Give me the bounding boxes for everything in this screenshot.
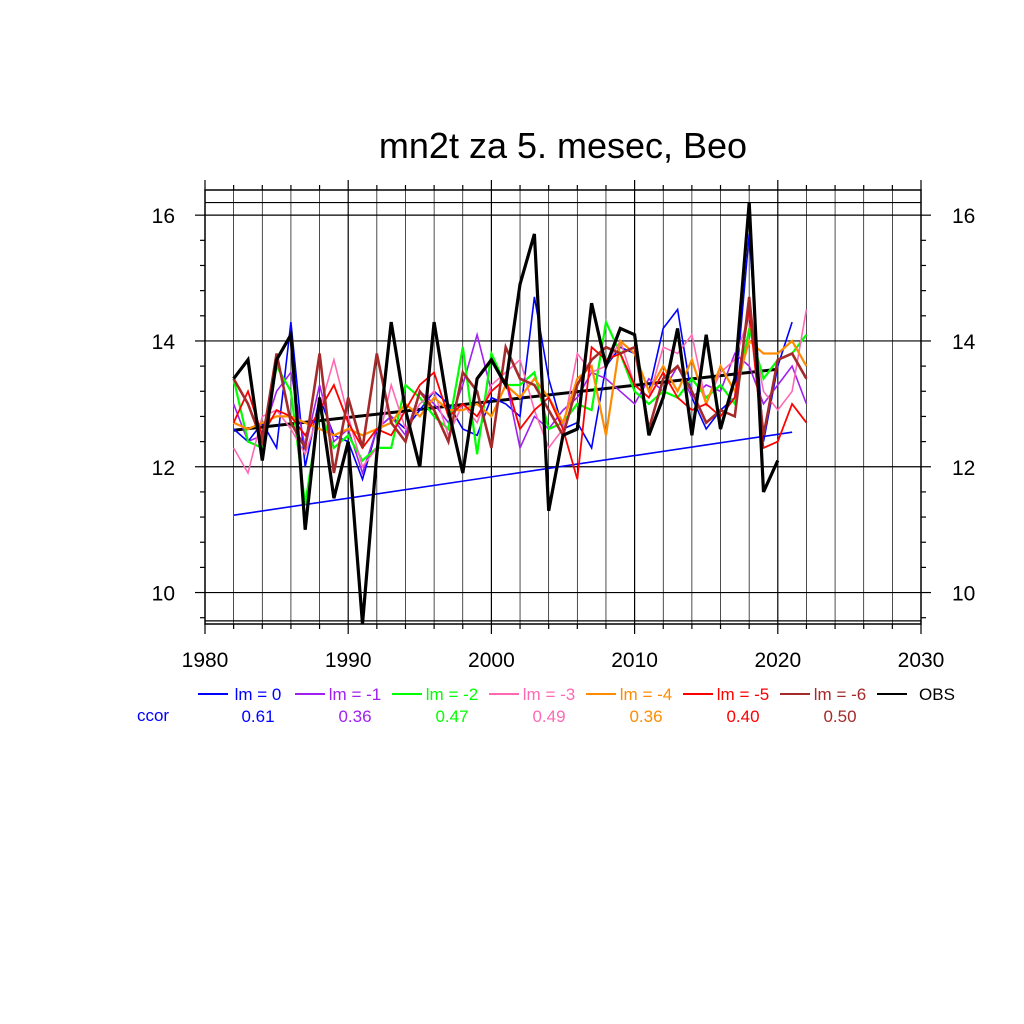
- trend-line-lm0-trend: [233, 431, 793, 516]
- y-tick-label-left: 12: [152, 457, 175, 480]
- legend-ccor: 0.36: [629, 707, 662, 726]
- series: [232, 202, 808, 625]
- series-line-6: [232, 296, 808, 474]
- legend-ccor: 0.61: [241, 707, 274, 726]
- series-line-7: [232, 202, 780, 625]
- legend-ccor: 0.49: [532, 707, 565, 726]
- legend-label: lm = -2: [426, 685, 478, 704]
- plot-frame: [204, 189, 922, 625]
- chart-title: mn2t za 5. mesec, Beo: [379, 125, 747, 166]
- legend: ccor lm = 0 0.61 lm = -1 0.36 lm = -2 0.47 lm …: [137, 685, 955, 726]
- legend-ccor: 0.50: [823, 707, 856, 726]
- grid: [205, 190, 921, 624]
- axis-ticks: 1980 1990 2000 2010 2020 2030 10 10 12 12 14 14 16 16: [152, 180, 976, 672]
- legend-ccor: 0.36: [338, 707, 371, 726]
- legend-label: lm = -4: [620, 685, 672, 704]
- x-tick-label: 1980: [182, 649, 229, 672]
- y-tick-label-left: 16: [152, 205, 175, 228]
- y-tick-label-left: 10: [152, 583, 175, 606]
- y-tick-label-right: 14: [952, 331, 976, 354]
- x-tick-label: 2000: [468, 649, 515, 672]
- series-line-5: [232, 309, 808, 480]
- x-tick-label: 2020: [754, 649, 801, 672]
- ccor-label: ccor: [137, 706, 169, 725]
- y-tick-label-right: 12: [952, 457, 975, 480]
- legend-label: OBS: [919, 685, 955, 704]
- y-tick-label-right: 10: [952, 583, 975, 606]
- legend-ccor: 0.40: [726, 707, 759, 726]
- legend-label: lm = -1: [329, 685, 381, 704]
- x-tick-label: 1990: [325, 649, 372, 672]
- legend-label: lm = -3: [523, 685, 575, 704]
- legend-ccor: 0.47: [435, 707, 468, 726]
- x-tick-label: 2030: [898, 649, 945, 672]
- legend-label: lm = 0: [235, 685, 282, 704]
- y-tick-label-right: 16: [952, 205, 975, 228]
- x-tick-label: 2010: [611, 649, 658, 672]
- y-tick-label-left: 14: [152, 331, 176, 354]
- legend-label: lm = -6: [814, 685, 866, 704]
- legend-label: lm = -5: [717, 685, 769, 704]
